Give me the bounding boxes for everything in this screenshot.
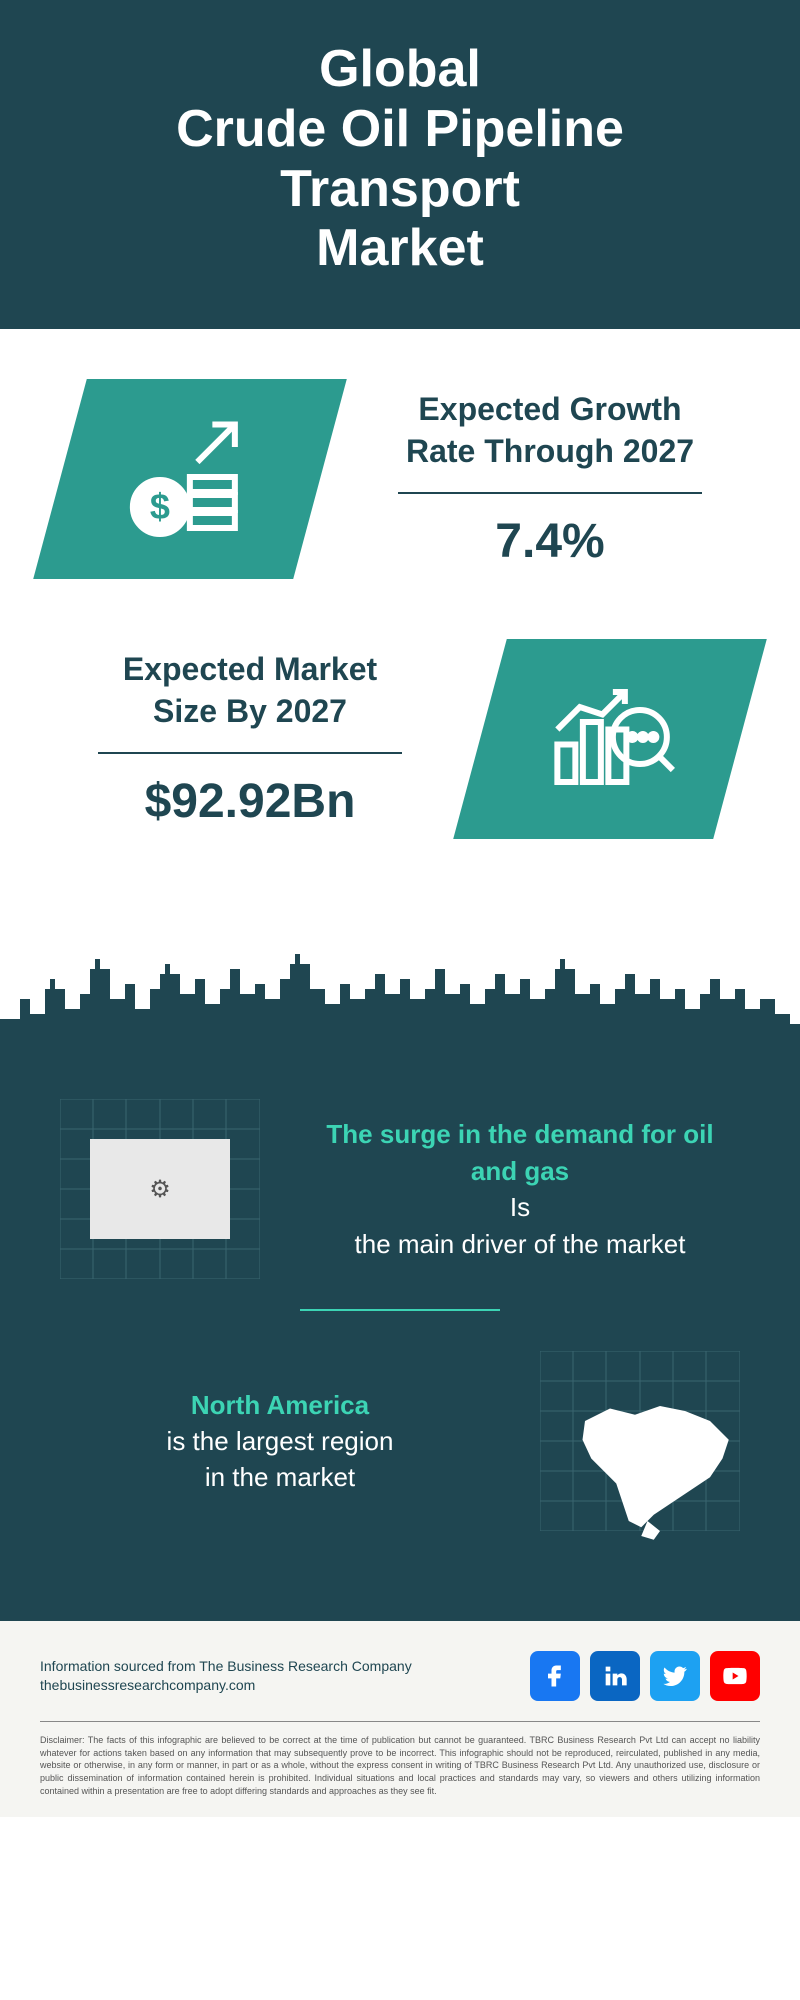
footer-top-row: Information sourced from The Business Re… [40, 1651, 760, 1701]
linkedin-button[interactable] [590, 1651, 640, 1701]
market-stat-text: Expected Market Size By 2027 $92.92Bn [60, 649, 440, 829]
footer-divider [40, 1721, 760, 1722]
info-block-region: North America is the largest region in t… [60, 1351, 740, 1531]
growth-stat-text: Expected Growth Rate Through 2027 7.4% [360, 389, 740, 569]
youtube-icon [721, 1662, 749, 1690]
stat-divider [398, 492, 702, 494]
svg-text:$: $ [150, 486, 170, 527]
driver-text: The surge in the demand for oil and gas … [300, 1116, 740, 1262]
facebook-icon [541, 1662, 569, 1690]
market-value: $92.92Bn [60, 774, 440, 829]
twitter-icon [661, 1662, 689, 1690]
social-icons-row [530, 1651, 760, 1701]
twitter-button[interactable] [650, 1651, 700, 1701]
north-america-map-icon [560, 1381, 760, 1561]
stat-row-growth: $ Expected Growth Rate Through 2027 7.4% [60, 379, 740, 579]
grid-graphic-2 [540, 1351, 740, 1531]
facebook-button[interactable] [530, 1651, 580, 1701]
growth-value: 7.4% [360, 514, 740, 569]
title-line-1: Global [319, 40, 481, 98]
linkedin-icon [601, 1662, 629, 1690]
skyline-graphic [0, 939, 800, 1059]
title-line-2: Crude Oil Pipeline [176, 100, 624, 158]
footer: Information sourced from The Business Re… [0, 1621, 800, 1817]
page-title: Global Crude Oil Pipeline Transport Mark… [20, 40, 780, 279]
info-block-driver: ⚙ The surge in the demand for oil and ga… [60, 1099, 740, 1279]
market-label: Expected Market Size By 2027 [60, 649, 440, 732]
stat-divider [98, 752, 402, 754]
chart-magnifier-icon [535, 662, 685, 817]
market-icon-box [453, 639, 767, 839]
grid-graphic-1: ⚙ [60, 1099, 260, 1279]
title-line-3: Transport [280, 160, 520, 218]
growth-label: Expected Growth Rate Through 2027 [360, 389, 740, 472]
region-text: North America is the largest region in t… [60, 1387, 500, 1496]
stat-row-market-size: Expected Market Size By 2027 $92.92Bn [60, 639, 740, 839]
title-line-4: Market [316, 219, 484, 277]
youtube-button[interactable] [710, 1651, 760, 1701]
photo-placeholder: ⚙ [90, 1139, 230, 1239]
info-section: ⚙ The surge in the demand for oil and ga… [0, 1059, 800, 1621]
header-banner: Global Crude Oil Pipeline Transport Mark… [0, 0, 800, 329]
info-divider [300, 1309, 500, 1311]
disclaimer-text: Disclaimer: The facts of this infographi… [40, 1734, 760, 1797]
source-text: Information sourced from The Business Re… [40, 1657, 412, 1696]
growth-icon-box: $ [33, 379, 347, 579]
growth-coins-icon: $ [115, 402, 265, 557]
stats-section: $ Expected Growth Rate Through 2027 7.4% [0, 329, 800, 939]
driver-highlight: The surge in the demand for oil and gas [326, 1119, 713, 1185]
region-highlight: North America [191, 1390, 369, 1420]
